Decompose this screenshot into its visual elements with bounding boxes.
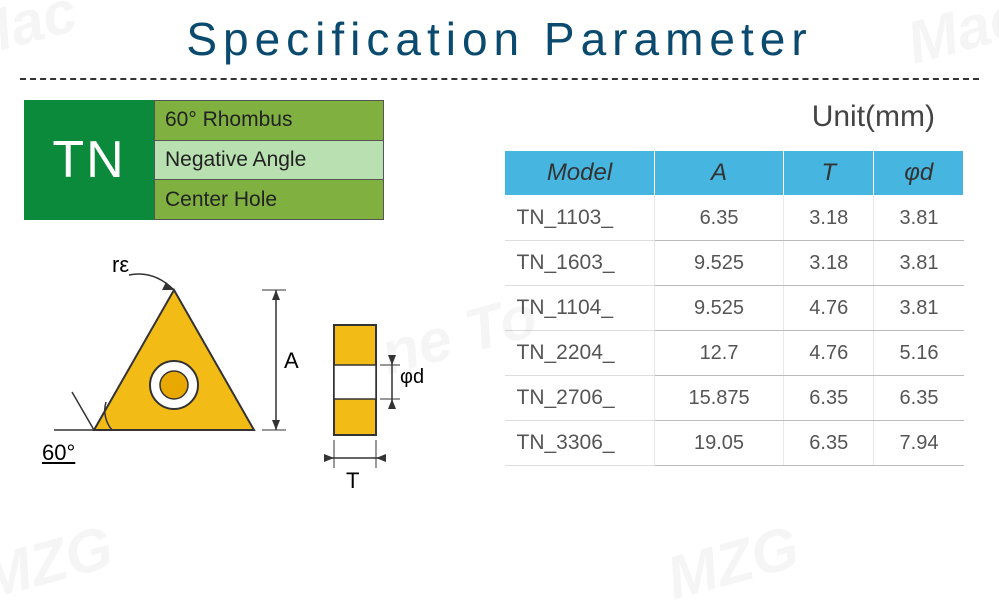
descriptor-hole: Center Hole [155, 180, 383, 219]
cell-d: 3.81 [874, 286, 964, 331]
cell-t: 6.35 [784, 421, 874, 466]
cell-model: TN_1103_ [505, 196, 655, 241]
cell-d: 3.81 [874, 196, 964, 241]
cell-model: TN_3306_ [505, 421, 655, 466]
cell-d: 7.94 [874, 421, 964, 466]
badge-row: TN 60° Rhombus Negative Angle Center Hol… [24, 100, 464, 220]
table-row: TN_1103_ 6.35 3.18 3.81 [505, 196, 964, 241]
cell-t: 4.76 [784, 286, 874, 331]
cell-a: 9.525 [655, 241, 784, 286]
cell-model: TN_1603_ [505, 241, 655, 286]
col-d: φd [874, 151, 964, 196]
descriptor-shape: 60° Rhombus [155, 101, 383, 141]
right-panel: Unit(mm) Model A T φd TN_1103_ 6.35 3.18… [464, 100, 975, 510]
cell-a: 9.525 [655, 286, 784, 331]
cell-a: 19.05 [655, 421, 784, 466]
left-panel: TN 60° Rhombus Negative Angle Center Hol… [24, 100, 464, 510]
table-body: TN_1103_ 6.35 3.18 3.81 TN_1603_ 9.525 3… [505, 196, 964, 466]
cell-a: 12.7 [655, 331, 784, 376]
spec-table: Model A T φd TN_1103_ 6.35 3.18 3.81 TN_… [504, 150, 964, 466]
table-row: TN_2204_ 12.7 4.76 5.16 [505, 331, 964, 376]
cell-t: 3.18 [784, 241, 874, 286]
label-angle: 60° [42, 440, 75, 466]
code-badge: TN [24, 100, 154, 220]
cell-d: 6.35 [874, 376, 964, 421]
cell-model: TN_2706_ [505, 376, 655, 421]
page-title: Specification Parameter [0, 0, 999, 66]
table-header-row: Model A T φd [505, 151, 964, 196]
descriptor-box: 60° Rhombus Negative Angle Center Hole [154, 100, 384, 220]
label-corner-radius: rε [112, 252, 129, 278]
cell-model: TN_1104_ [505, 286, 655, 331]
col-a: A [655, 151, 784, 196]
table-row: TN_1603_ 9.525 3.18 3.81 [505, 241, 964, 286]
cell-t: 4.76 [784, 331, 874, 376]
divider [20, 78, 979, 80]
label-dim-a: A [284, 348, 299, 374]
insert-diagram: rε 60° A T φd [24, 250, 464, 510]
cell-t: 6.35 [784, 376, 874, 421]
table-row: TN_1104_ 9.525 4.76 3.81 [505, 286, 964, 331]
cell-model: TN_2204_ [505, 331, 655, 376]
cell-a: 6.35 [655, 196, 784, 241]
label-dim-d: φd [400, 366, 424, 389]
cell-t: 3.18 [784, 196, 874, 241]
cell-d: 5.16 [874, 331, 964, 376]
col-t: T [784, 151, 874, 196]
content-area: TN 60° Rhombus Negative Angle Center Hol… [0, 100, 999, 510]
unit-label: Unit(mm) [504, 100, 975, 150]
col-model: Model [505, 151, 655, 196]
watermark: MZG [659, 512, 806, 613]
cell-a: 15.875 [655, 376, 784, 421]
cell-d: 3.81 [874, 241, 964, 286]
watermark: MZG [0, 512, 120, 613]
label-dim-t: T [346, 468, 359, 494]
table-row: TN_2706_ 15.875 6.35 6.35 [505, 376, 964, 421]
descriptor-angle: Negative Angle [155, 141, 383, 181]
table-row: TN_3306_ 19.05 6.35 7.94 [505, 421, 964, 466]
